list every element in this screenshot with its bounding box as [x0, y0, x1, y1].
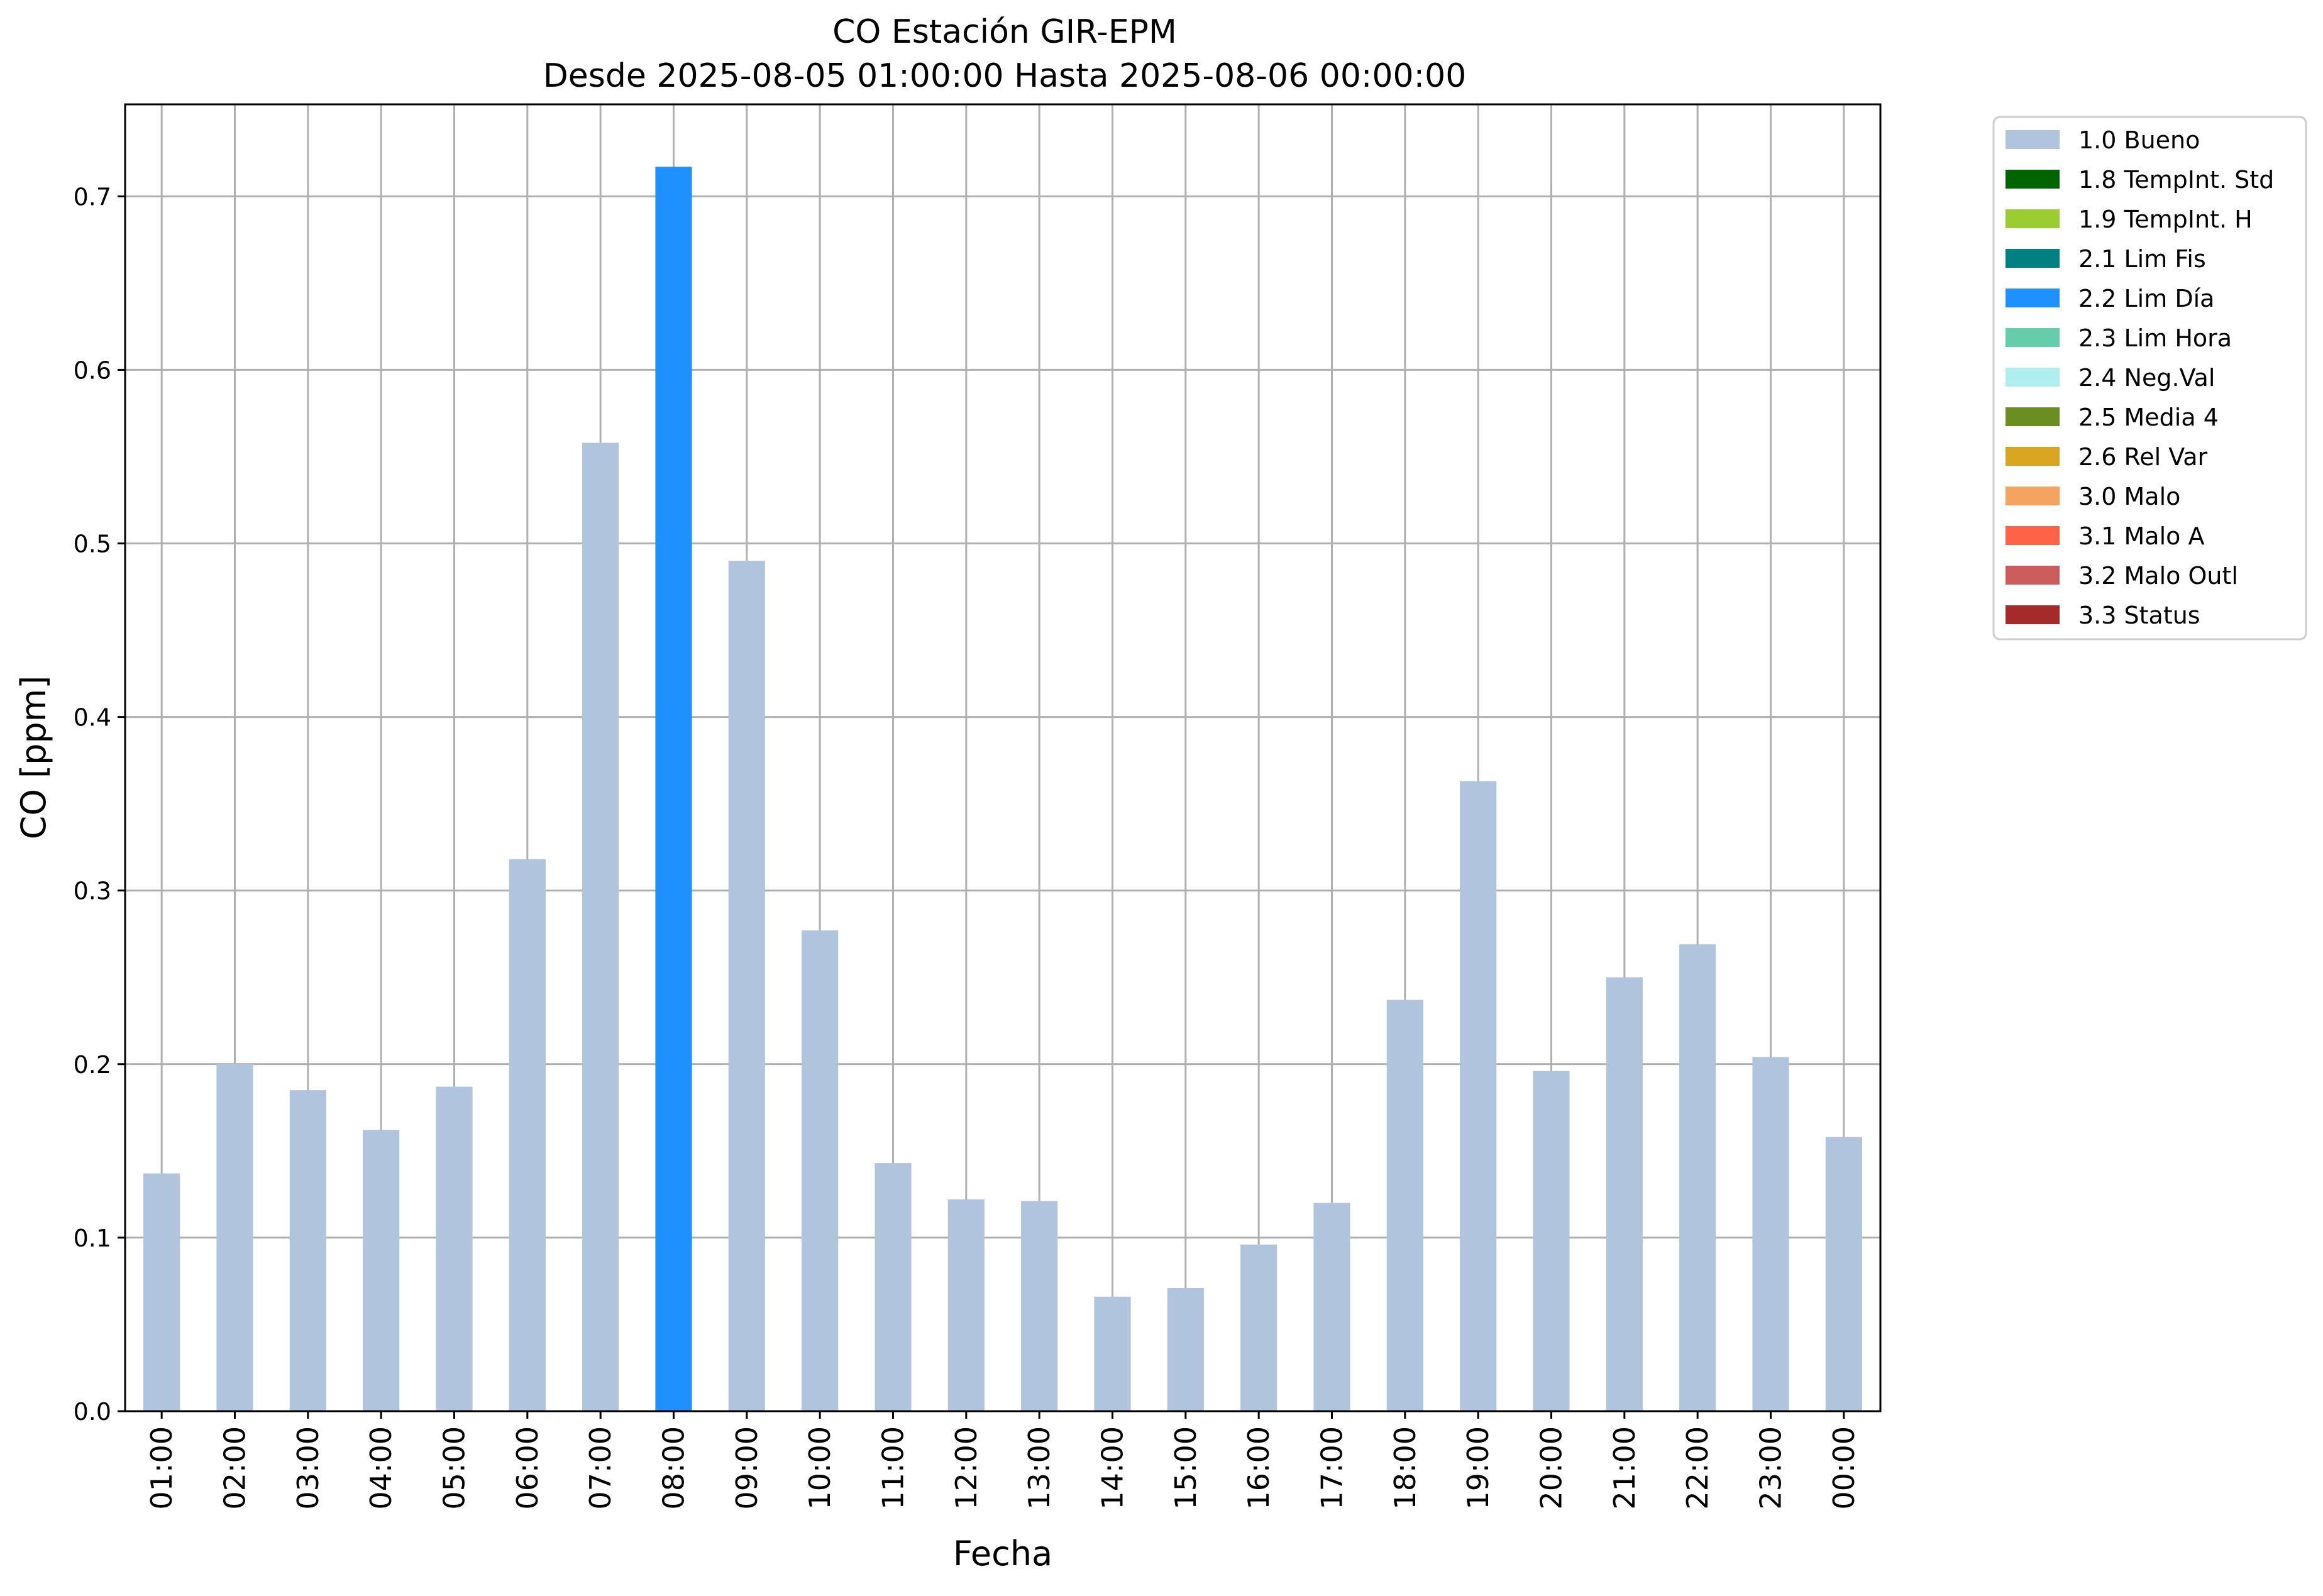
x-tick-label: 02:00 — [218, 1426, 252, 1510]
legend-swatch — [2006, 289, 2060, 307]
y-tick-label: 0.1 — [74, 1225, 111, 1252]
x-tick-label: 09:00 — [730, 1426, 764, 1510]
x-tick-label: 07:00 — [583, 1426, 617, 1510]
bar-0000 — [1825, 1136, 1862, 1411]
legend-label: 2.2 Lim Día — [2078, 285, 2214, 312]
x-tick-label: 10:00 — [803, 1426, 837, 1510]
plot-frame — [124, 103, 1882, 1412]
legend-swatch — [2006, 566, 2060, 585]
bar-1700 — [1313, 1203, 1350, 1411]
x-tick-label: 14:00 — [1096, 1426, 1130, 1510]
x-tick-label: 19:00 — [1461, 1426, 1495, 1510]
x-tick-label: 22:00 — [1680, 1426, 1714, 1510]
legend-swatch — [2006, 170, 2060, 189]
x-tick-label: 00:00 — [1827, 1426, 1861, 1510]
chart-subtitle: Desde 2025-08-05 01:00:00 Hasta 2025-08-… — [543, 57, 1467, 95]
bar-1100 — [875, 1163, 912, 1411]
bars — [143, 167, 1862, 1411]
bar-1300 — [1021, 1201, 1058, 1411]
x-axis-label: Fecha — [953, 1534, 1052, 1573]
legend-label: 2.1 Lim Fis — [2078, 245, 2206, 273]
bar-1900 — [1460, 781, 1497, 1411]
legend-label: 3.2 Malo Outl — [2078, 562, 2238, 590]
x-tick-label: 11:00 — [876, 1426, 910, 1510]
y-axis-ticks: 0.0 0.1 0.2 0.3 0.4 0.5 0.6 0.7 — [74, 183, 125, 1426]
legend-swatch — [2006, 487, 2060, 505]
y-tick-label: 0.6 — [74, 356, 111, 384]
bar-1500 — [1167, 1287, 1204, 1411]
legend-label: 1.8 TempInt. Std — [2078, 166, 2274, 194]
legend-label: 2.3 Lim Hora — [2078, 324, 2232, 352]
bar-0200 — [216, 1064, 253, 1411]
legend-swatch — [2006, 368, 2060, 387]
legend-label: 1.0 Bueno — [2078, 126, 2200, 154]
legend-swatch — [2006, 328, 2060, 347]
legend-label: 3.0 Malo — [2078, 483, 2180, 510]
x-tick-label: 20:00 — [1535, 1426, 1569, 1510]
legend-label: 3.1 Malo A — [2078, 522, 2204, 550]
x-tick-label: 21:00 — [1608, 1426, 1642, 1510]
x-tick-label: 06:00 — [510, 1426, 544, 1510]
bar-1800 — [1386, 999, 1423, 1411]
bar-2300 — [1752, 1057, 1789, 1411]
bar-0500 — [436, 1086, 473, 1411]
legend-swatch — [2006, 407, 2060, 426]
x-tick-label: 13:00 — [1022, 1426, 1056, 1510]
y-tick-label: 0.2 — [74, 1051, 111, 1079]
legend-swatch — [2006, 130, 2060, 149]
bar-1000 — [802, 930, 839, 1411]
legend-swatch — [2006, 526, 2060, 545]
x-tick-label: 23:00 — [1754, 1426, 1788, 1510]
x-tick-label: 05:00 — [438, 1426, 472, 1510]
x-tick-label: 03:00 — [291, 1426, 325, 1510]
bar-0700 — [582, 443, 619, 1411]
bar-1400 — [1094, 1296, 1131, 1411]
y-axis-label: CO [ppm] — [14, 676, 53, 840]
bar-0100 — [143, 1173, 180, 1411]
legend-label: 3.3 Status — [2078, 602, 2200, 629]
bar-0300 — [289, 1090, 326, 1411]
bar-0900 — [728, 561, 765, 1411]
x-tick-label: 15:00 — [1169, 1426, 1203, 1510]
y-tick-label: 0.3 — [74, 878, 111, 905]
x-tick-label: 18:00 — [1388, 1426, 1422, 1510]
x-tick-label: 04:00 — [364, 1426, 398, 1510]
chart-title: CO Estación GIR-EPM — [832, 13, 1177, 51]
bar-1600 — [1240, 1244, 1277, 1411]
bar-0800 — [655, 167, 692, 1411]
legend-label: 1.9 TempInt. H — [2078, 206, 2253, 233]
x-tick-label: 01:00 — [145, 1426, 179, 1510]
x-tick-label: 16:00 — [1242, 1426, 1276, 1510]
y-tick-label: 0.7 — [74, 183, 111, 211]
bar-0400 — [363, 1130, 400, 1411]
legend: 1.0 Bueno 1.8 TempInt. Std 1.9 TempInt. H 2… — [1992, 116, 2307, 641]
x-tick-label: 12:00 — [949, 1426, 983, 1510]
legend-box — [1992, 116, 2307, 641]
bar-2000 — [1533, 1070, 1570, 1411]
legend-swatch — [2006, 249, 2060, 268]
legend-swatch — [2006, 447, 2060, 466]
legend-swatch — [2006, 605, 2060, 624]
bar-0600 — [509, 859, 546, 1411]
legend-label: 2.6 Rel Var — [2078, 443, 2208, 471]
x-tick-label: 08:00 — [657, 1426, 691, 1510]
x-axis-ticks: 01:00 02:00 03:00 04:00 05:00 06:00 07:00 08:00… — [145, 1411, 1861, 1510]
x-tick-label: 17:00 — [1315, 1426, 1349, 1510]
y-tick-label: 0.4 — [74, 704, 111, 732]
legend-label: 2.4 Neg.Val — [2078, 364, 2215, 392]
legend-label: 2.5 Media 4 — [2078, 404, 2219, 431]
bar-2200 — [1679, 944, 1716, 1411]
bar-2100 — [1606, 977, 1643, 1411]
bar-1200 — [947, 1199, 985, 1411]
y-tick-label: 0.0 — [74, 1398, 111, 1426]
y-tick-label: 0.5 — [74, 531, 111, 558]
legend-swatch — [2006, 209, 2060, 228]
